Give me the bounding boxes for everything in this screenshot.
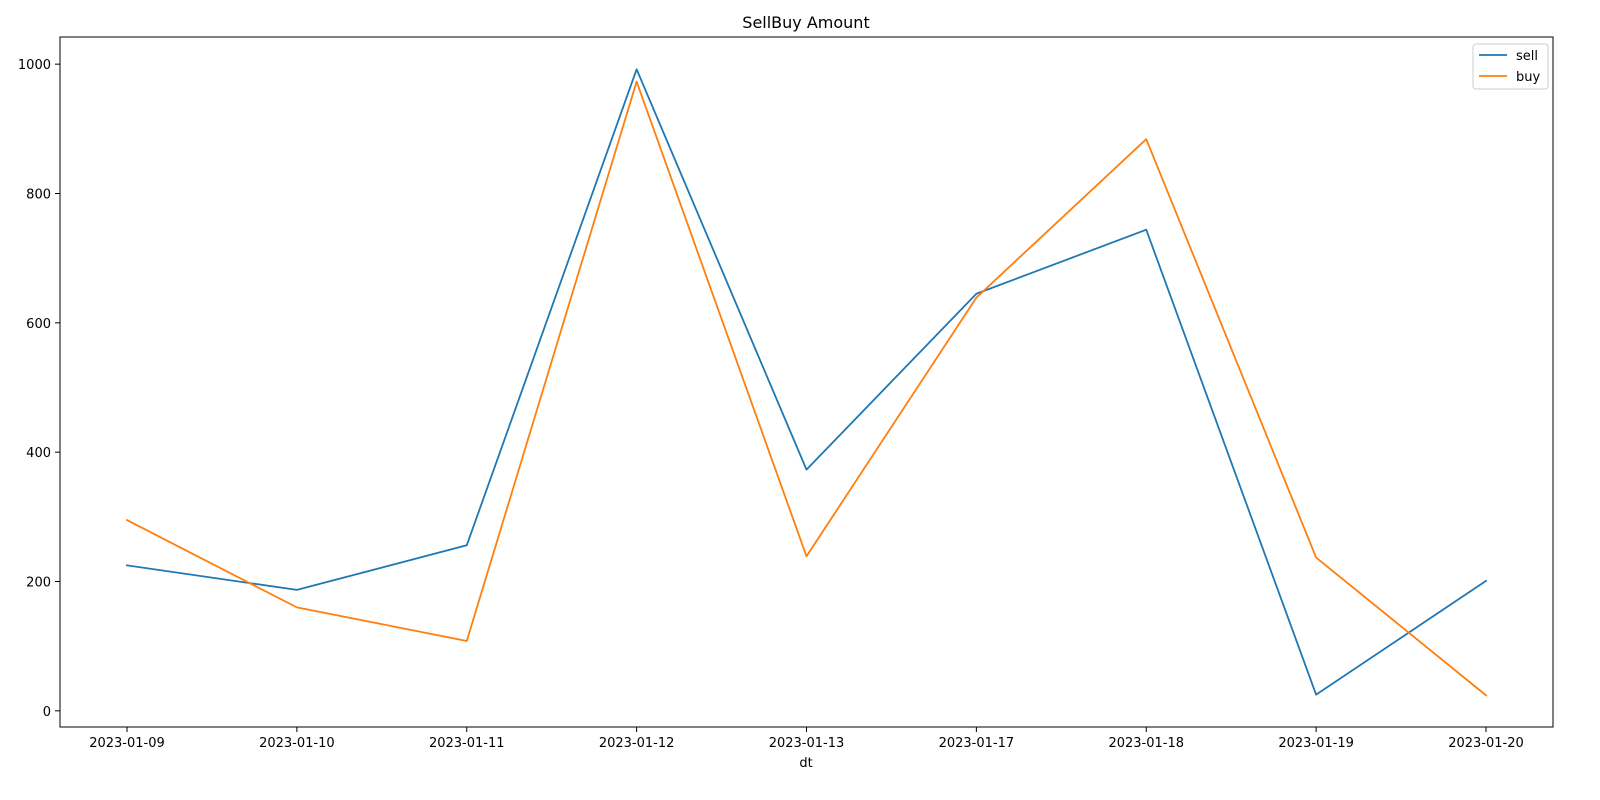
x-tick-label: 2023-01-13 [769, 736, 845, 751]
y-tick-label: 800 [26, 187, 51, 202]
x-tick-label: 2023-01-10 [259, 736, 335, 751]
y-tick-label: 1000 [18, 58, 51, 73]
y-tick-label: 200 [26, 575, 51, 590]
legend: sell buy [1472, 43, 1549, 90]
legend-label-buy: buy [1516, 70, 1540, 85]
x-axis-label: dt [799, 756, 812, 771]
x-tick-label: 2023-01-19 [1278, 736, 1354, 751]
y-tick-label: 600 [26, 317, 51, 332]
x-tick-label: 2023-01-09 [89, 736, 165, 751]
legend-label-sell: sell [1516, 49, 1538, 64]
chart-title: SellBuy Amount [742, 13, 869, 32]
series-line-buy [125, 80, 1488, 697]
y-tick-label: 0 [43, 705, 51, 720]
plot-area: 2023-01-09 2023-01-10 2023-01-11 2023-01-12… [18, 36, 1554, 751]
series-line-sell [125, 68, 1488, 696]
x-tick-label: 2023-01-12 [599, 736, 675, 751]
x-tick-label: 2023-01-11 [429, 736, 505, 751]
x-tick-label: 2023-01-17 [939, 736, 1015, 751]
y-tick-label: 400 [26, 446, 51, 461]
x-tick-label: 2023-01-20 [1448, 736, 1524, 751]
x-tick-label: 2023-01-18 [1108, 736, 1184, 751]
axes-frame [59, 36, 1554, 728]
